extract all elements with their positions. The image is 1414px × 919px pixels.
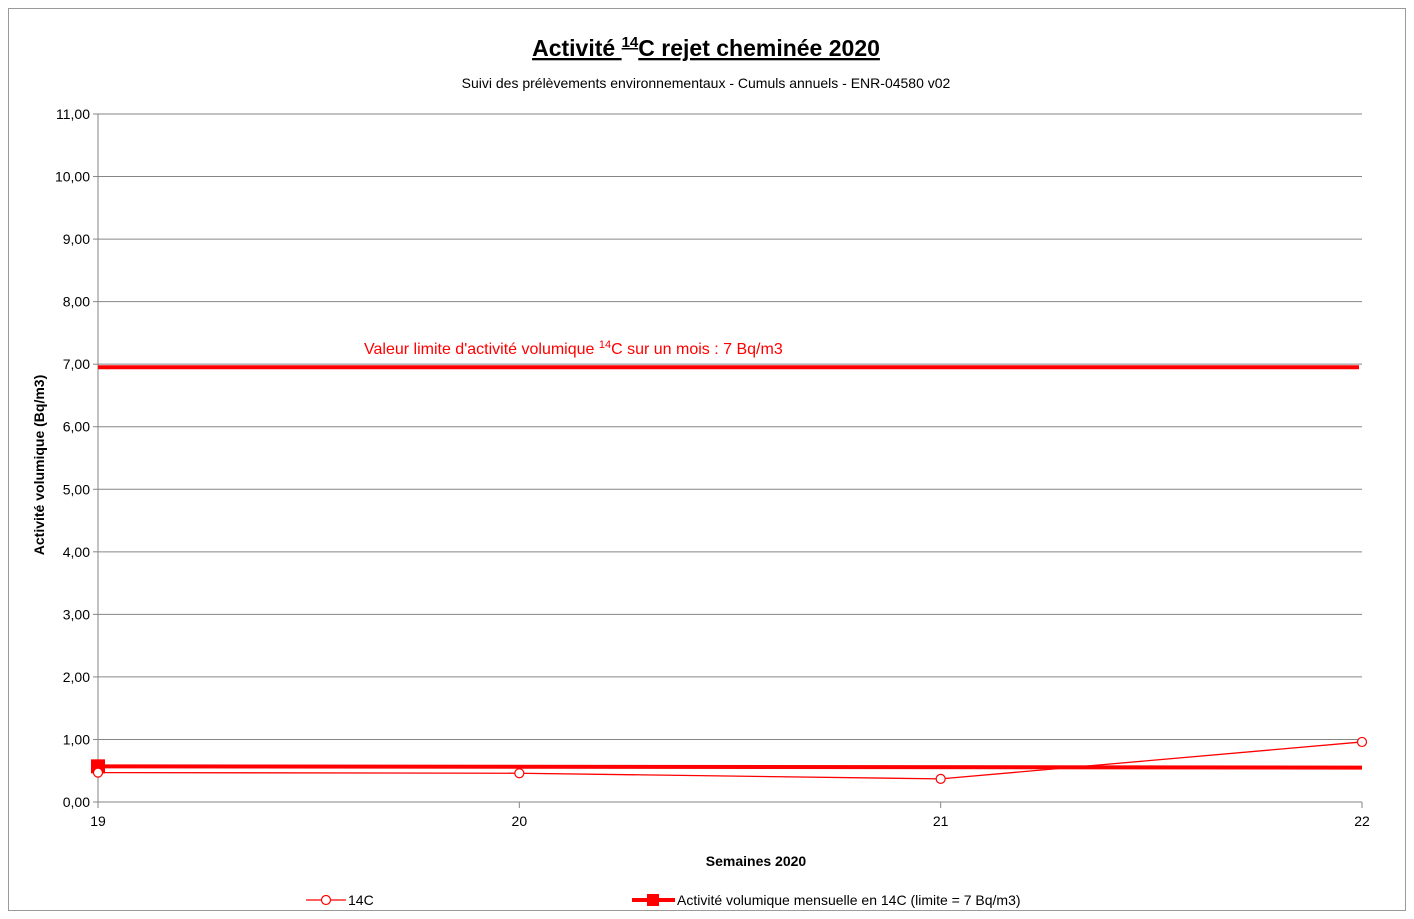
y-tick-label: 10,00 xyxy=(55,169,90,185)
legend-label-14c: 14C xyxy=(348,892,374,908)
series-14c-point xyxy=(935,773,946,784)
series-14c-point xyxy=(1356,736,1368,748)
y-tick-label: 8,00 xyxy=(63,294,90,310)
series-14c-point xyxy=(92,767,104,778)
y-tick-label: 5,00 xyxy=(63,481,90,497)
x-axis-title: Semaines 2020 xyxy=(706,853,807,869)
y-tick-label: 9,00 xyxy=(63,231,90,247)
legend-item-monthly: Activité volumique mensuelle en 14C (lim… xyxy=(632,892,1021,908)
x-tick-label: 20 xyxy=(512,813,528,829)
legend-item-14c: 14C xyxy=(306,892,374,908)
legend-label-monthly: Activité volumique mensuelle en 14C (lim… xyxy=(677,892,1021,908)
legend-marker-monthly xyxy=(647,894,659,906)
y-axis-title: Activité volumique (Bq/m3) xyxy=(31,375,47,555)
y-tick-label: 11,00 xyxy=(56,106,90,122)
legend-marker-14c xyxy=(320,894,332,906)
gridlines xyxy=(98,113,1362,740)
y-tick-label: 4,00 xyxy=(63,544,90,560)
series-14c-point xyxy=(514,768,525,779)
y-tick-label: 0,00 xyxy=(63,794,90,810)
limit-annotation: Valeur limite d'activité volumique 14C s… xyxy=(364,339,783,358)
chart-svg: 0,00 1,00 2,00 3,00 4,00 5,00 6,00 7,00 8,00 9,00… xyxy=(31,34,1370,908)
x-tick-label: 21 xyxy=(933,813,949,829)
y-tick-label: 3,00 xyxy=(63,606,90,622)
series xyxy=(91,365,1368,784)
legend: 14C Activité volumique mensuelle en 14C … xyxy=(306,892,1021,908)
x-tick-label: 22 xyxy=(1354,813,1370,829)
x-tick-label: 19 xyxy=(90,813,106,829)
chart-frame: 0,00 1,00 2,00 3,00 4,00 5,00 6,00 7,00 8,00 9,00… xyxy=(8,8,1406,911)
y-tick-label: 2,00 xyxy=(63,669,90,685)
series-monthly-line xyxy=(97,764,1363,770)
chart-subtitle: Suivi des prélèvements environnementaux … xyxy=(462,75,951,91)
chart-title: Activité 14C rejet cheminée 2020 xyxy=(532,34,880,61)
y-tick-label: 1,00 xyxy=(63,731,90,747)
y-tick-label: 7,00 xyxy=(63,356,90,372)
axes: 0,00 1,00 2,00 3,00 4,00 5,00 6,00 7,00 8,00 9,00… xyxy=(55,106,1370,829)
y-tick-label: 6,00 xyxy=(63,419,90,435)
series-14c-line xyxy=(97,741,1363,780)
